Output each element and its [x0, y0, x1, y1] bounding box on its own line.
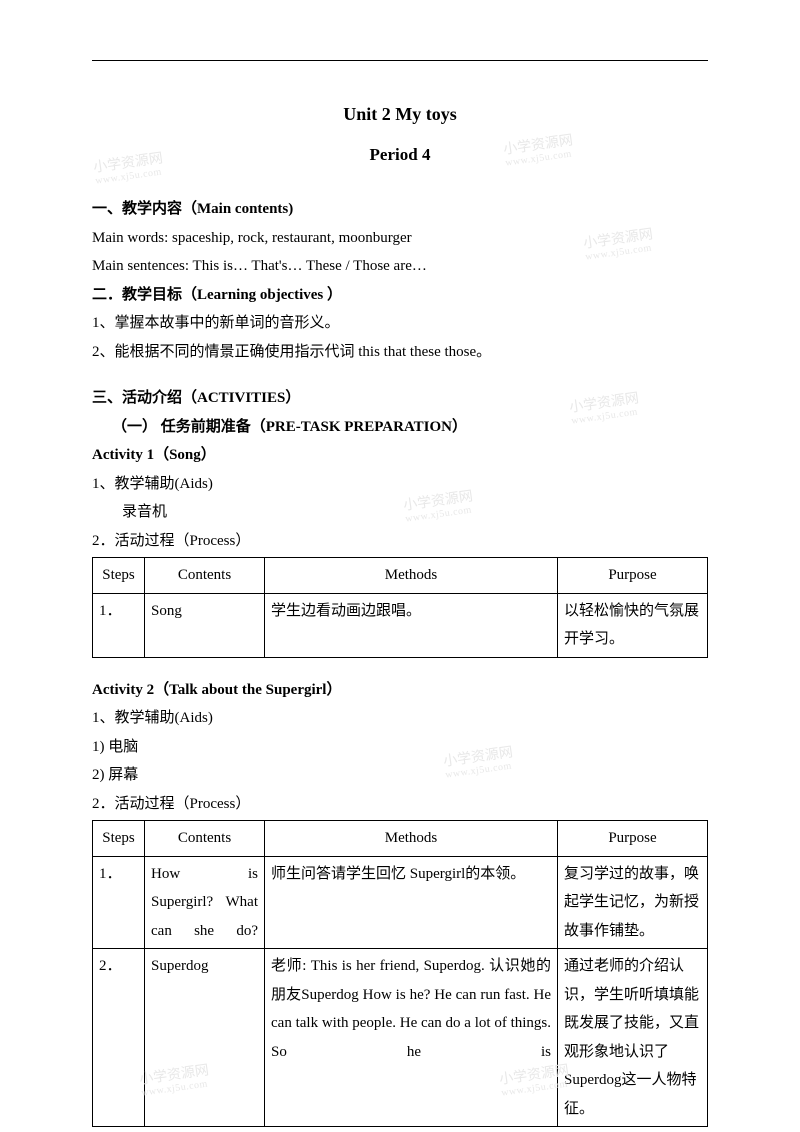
- cell-contents: How is Supergirl? What can she do?: [145, 856, 265, 949]
- section2-line2: 2、能根据不同的情景正确使用指示代词 this that these those…: [92, 338, 708, 367]
- activity2-process-label: 2．活动过程（Process）: [92, 790, 708, 819]
- table-row: 1． Song 学生边看动画边跟唱。 以轻松愉快的气氛展开学习。: [93, 593, 708, 657]
- th-methods: Methods: [265, 558, 558, 594]
- cell-contents: Song: [145, 593, 265, 657]
- section1-line2: Main sentences: This is… That's… These /…: [92, 252, 708, 281]
- th-steps: Steps: [93, 821, 145, 857]
- section3-heading: 三、活动介绍（ACTIVITIES）: [92, 384, 708, 413]
- activity2-title: Activity 2（Talk about the Supergirl）: [92, 676, 708, 705]
- activity2-aids-item1: 1) 电脑: [92, 733, 708, 762]
- section2-line1: 1、掌握本故事中的新单词的音形义。: [92, 309, 708, 338]
- table-header-row: Steps Contents Methods Purpose: [93, 558, 708, 594]
- section1-heading: 一、教学内容（Main contents): [92, 195, 708, 224]
- activity1-aids-label: 1、教学辅助(Aids): [92, 470, 708, 499]
- th-methods: Methods: [265, 821, 558, 857]
- cell-purpose: 以轻松愉快的气氛展开学习。: [558, 593, 708, 657]
- period-subtitle: Period 4: [92, 135, 708, 195]
- activity1-table: Steps Contents Methods Purpose 1． Song 学…: [92, 557, 708, 658]
- th-steps: Steps: [93, 558, 145, 594]
- table-row: 2． Superdog 老师: This is her friend, Supe…: [93, 949, 708, 1127]
- cell-methods: 老师: This is her friend, Superdog. 认识她的朋友…: [265, 949, 558, 1127]
- section2-heading: 二．教学目标（Learning objectives ）: [92, 281, 708, 310]
- table-header-row: Steps Contents Methods Purpose: [93, 821, 708, 857]
- cell-purpose: 复习学过的故事，唤起学生记忆，为新授故事作铺垫。: [558, 856, 708, 949]
- cell-step: 1．: [93, 856, 145, 949]
- cell-methods: 学生边看动画边跟唱。: [265, 593, 558, 657]
- table-row: 1． How is Supergirl? What can she do? 师生…: [93, 856, 708, 949]
- section3-sub1: （一） 任务前期准备（PRE-TASK PREPARATION）: [92, 413, 708, 442]
- cell-contents: Superdog: [145, 949, 265, 1127]
- activity1-aids-item: 录音机: [92, 498, 708, 527]
- top-line: [92, 60, 708, 61]
- activity2-aids-item2: 2) 屏幕: [92, 761, 708, 790]
- cell-step: 1．: [93, 593, 145, 657]
- activity2-table: Steps Contents Methods Purpose 1． How is…: [92, 820, 708, 1127]
- section1-line1: Main words: spaceship, rock, restaurant,…: [92, 224, 708, 253]
- cell-purpose: 通过老师的介绍认识，学生听听填填能既发展了技能，又直观形象地认识了 Superd…: [558, 949, 708, 1127]
- activity1-title: Activity 1（Song）: [92, 441, 708, 470]
- th-purpose: Purpose: [558, 821, 708, 857]
- activity1-process-label: 2．活动过程（Process）: [92, 527, 708, 556]
- th-purpose: Purpose: [558, 558, 708, 594]
- th-contents: Contents: [145, 821, 265, 857]
- th-contents: Contents: [145, 558, 265, 594]
- cell-step: 2．: [93, 949, 145, 1127]
- cell-methods: 师生问答请学生回忆 Supergirl的本领。: [265, 856, 558, 949]
- activity2-aids-label: 1、教学辅助(Aids): [92, 704, 708, 733]
- unit-title: Unit 2 My toys: [92, 91, 708, 135]
